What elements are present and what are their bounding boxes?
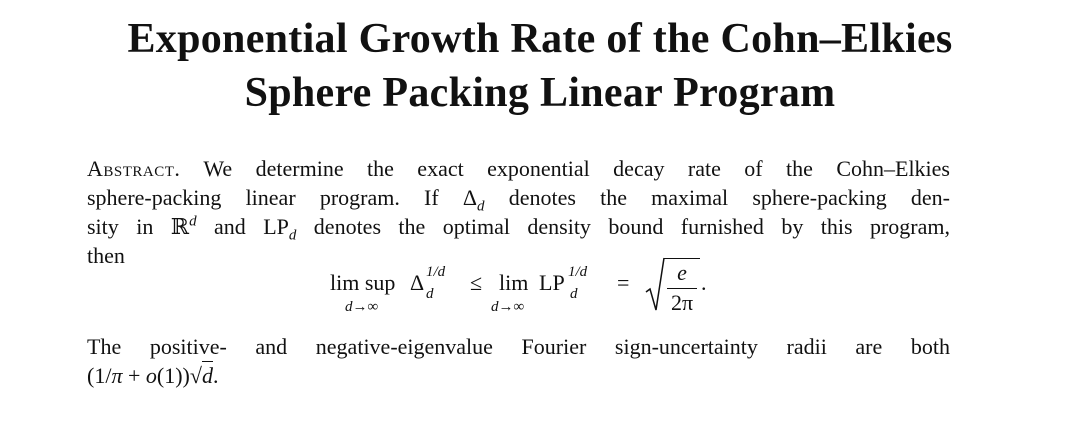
exponent: 1/d [426,264,446,280]
sqrt-arg: d [201,361,213,388]
lim: lim [499,270,529,295]
equals: = [617,270,630,295]
title: Exponential Growth Rate of the Cohn–Elki… [0,12,1080,120]
text-line: (1/π + o(1))√d. [87,361,950,390]
sqrt-sign [645,257,665,311]
text-line: then [87,241,950,270]
numerator: e [677,260,687,285]
text: The positive- and negative-eigenvalue Fo… [87,334,950,359]
math-base: LP [263,214,289,239]
math: LPd [263,214,297,241]
subscript: d [426,286,434,302]
limit-subscript: d→∞ [491,299,525,315]
text: sphere-packing linear program. If [87,185,463,210]
limsup: lim sup [330,270,396,295]
formula: lim sup d→∞ Δ 1/d d ≤ lim d→∞ LP 1/d d =… [87,257,950,332]
math: ℝd [171,214,197,239]
lp: LP [539,270,565,295]
denominator: 2π [670,290,694,315]
text-line: sity in ℝd and LPd denotes the optimal d… [87,212,950,241]
limit-subscript: d→∞ [345,299,379,315]
text: denotes the maximal sphere-packing den- [484,185,950,210]
subscript: d [477,198,485,212]
text-line: sphere-packing linear program. If Δd den… [87,183,950,212]
superscript: d [189,213,197,230]
text: sity in [87,214,171,239]
math-base: π [111,363,123,388]
delta: Δ [410,270,425,295]
math-base: Δ [462,185,478,210]
title-line: Sphere Packing Linear Program [244,70,836,116]
text: We determine the exact exponential decay… [180,156,950,181]
period: . [701,270,707,295]
leq: ≤ [470,270,483,295]
text: (1/ [87,363,112,388]
text: denotes the optimal density bound furnis… [296,214,950,239]
text: (1)) [156,363,190,388]
text-line: Abstract. We determine the exact exponen… [87,154,950,183]
text: . [212,363,219,388]
math: o [146,363,157,388]
subscript: d [288,227,297,241]
exponent: 1/d [568,264,588,280]
abstract-body: Abstract. We determine the exact exponen… [87,154,950,270]
title-line: Exponential Growth Rate of the Cohn–Elki… [127,16,953,62]
fraction-bar [667,288,697,289]
math-base: ℝ [170,214,190,239]
sqrt: √d [189,361,213,388]
text: + [122,363,146,388]
text: then [87,243,125,268]
math: π [111,363,122,388]
sqrt-bar [664,258,700,259]
abstract: Abstract. We determine the exact exponen… [87,154,950,390]
abstract-closing: The positive- and negative-eigenvalue Fo… [87,332,950,390]
subscript: d [570,286,578,302]
math-base: o [145,363,157,388]
abstract-label: Abstract. [87,156,181,181]
text: and [196,214,264,239]
math: Δd [462,185,485,212]
text-line: The positive- and negative-eigenvalue Fo… [87,332,950,361]
